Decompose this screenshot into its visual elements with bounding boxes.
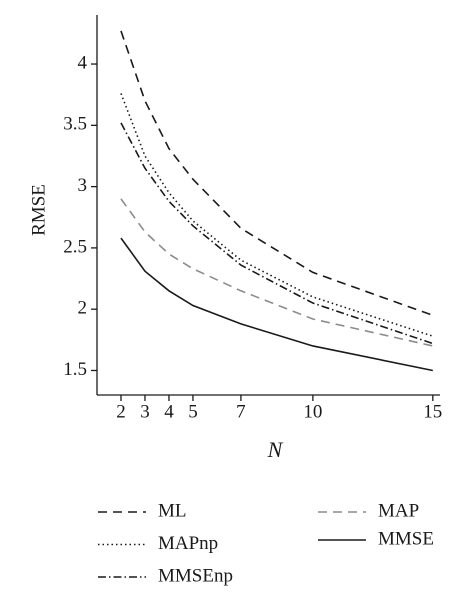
series-line (120, 237, 433, 372)
series-line (120, 30, 434, 317)
legend-label: MMSEnp (158, 565, 233, 586)
x-tick-label: 2 (116, 401, 126, 422)
legend-label: MAPnp (158, 533, 218, 554)
series-line (120, 122, 434, 345)
legend-label: ML (158, 500, 187, 521)
y-tick-label: 3 (78, 175, 88, 196)
y-tick-label: 3.5 (63, 114, 87, 135)
x-tick-label: 7 (236, 401, 246, 422)
legend-label: MMSE (378, 528, 434, 549)
series-line (120, 93, 434, 337)
x-tick-label: 5 (188, 401, 198, 422)
y-tick-label: 4 (78, 52, 88, 73)
series-line (120, 198, 433, 347)
x-tick-label: 15 (423, 401, 442, 422)
x-axis-label: N (267, 437, 284, 462)
legend-label: MAP (378, 500, 419, 521)
y-tick-label: 1.5 (63, 359, 87, 380)
x-tick-label: 4 (164, 401, 174, 422)
y-axis-label: RMSE (28, 184, 49, 236)
x-tick-label: 10 (303, 401, 322, 422)
y-tick-label: 2.5 (63, 236, 87, 257)
y-tick-label: 2 (78, 298, 88, 319)
x-tick-label: 3 (140, 401, 150, 422)
